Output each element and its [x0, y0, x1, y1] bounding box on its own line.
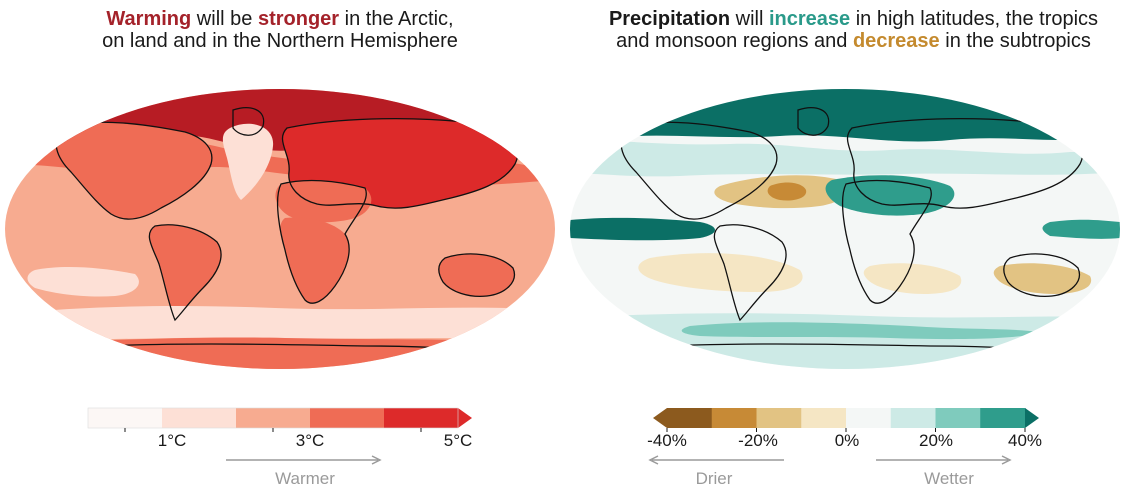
tick-label-3: 3°C — [296, 431, 325, 450]
colorbar-segment — [935, 408, 981, 428]
precipitation-colorbar-segments — [653, 408, 1039, 428]
colorbar-segment — [801, 408, 847, 428]
precipitation-title: Precipitation will increase in high lati… — [568, 8, 1139, 52]
drier-arrow-icon — [648, 455, 659, 465]
precipitation-emphasis: Precipitation — [608, 8, 731, 30]
tick-label-20: 20% — [919, 431, 953, 450]
precipitation-colorbar: -40% -20% 0% 20% 40% Drier Wetter — [647, 408, 1042, 488]
colorbar-segment — [667, 408, 713, 428]
warming-title: Warming will be stronger in the Arctic, … — [0, 8, 560, 52]
south-pacific-cool-region — [27, 267, 139, 297]
precipitation-map — [570, 88, 1120, 375]
warmer-label: Warmer — [275, 469, 335, 488]
australia-warming — [438, 253, 515, 297]
sahel-arabia-wetter — [825, 175, 955, 216]
tick-label-40: 40% — [1008, 431, 1042, 450]
atlantic-drying-core — [767, 182, 807, 201]
decrease-emphasis: decrease — [852, 30, 940, 52]
northern-midlatitude-wetter — [570, 138, 1120, 177]
equatorial-pacific-wetter — [570, 217, 715, 241]
warming-title-line2: on land and in the Northern Hemisphere — [102, 30, 458, 52]
colorbar-left-arrow-icon — [653, 408, 667, 428]
colorbar-arrow-icon — [458, 408, 472, 428]
north-atlantic-warming-hole — [222, 123, 274, 200]
title-text: will — [730, 8, 769, 30]
colorbar-segment — [310, 408, 384, 428]
equatorial-pacific-wetter-east — [1042, 219, 1120, 239]
warming-panel: Warming will be stronger in the Arctic, … — [0, 0, 560, 495]
title-text: in high latitudes, the tropics — [850, 8, 1099, 30]
tick-label-5: 5°C — [444, 431, 473, 450]
wetter-label: Wetter — [924, 469, 974, 488]
warmer-arrow-icon — [371, 455, 382, 465]
southern-ocean-wetter — [570, 313, 1120, 369]
australia-drier — [993, 263, 1092, 294]
title-text: will be — [191, 8, 258, 30]
title-text: and monsoon regions and — [616, 30, 853, 52]
tick-label-1: 1°C — [158, 431, 187, 450]
stronger-emphasis: stronger — [257, 8, 340, 30]
africa-warming — [280, 217, 350, 304]
wetter-arrow-icon — [1001, 455, 1012, 465]
colorbar-segment — [88, 408, 162, 428]
colorbar-segment — [384, 408, 458, 428]
southern-ocean-band — [5, 306, 555, 340]
south-africa-drier — [863, 263, 962, 294]
southern-ocean-strong-wetter — [681, 322, 1040, 340]
precipitation-panel: Precipitation will increase in high lati… — [568, 0, 1139, 495]
warming-emphasis: Warming — [106, 8, 192, 30]
colorbar-segment — [846, 408, 892, 428]
southern-subtropics-drier — [638, 253, 803, 292]
precipitation-tick-marks — [666, 428, 1026, 432]
warming-map — [5, 88, 555, 375]
precip-title-line2: and monsoon regions and decrease in the … — [568, 30, 1139, 52]
antarctica-warming — [5, 337, 555, 369]
northern-high-latitude-wetter — [570, 89, 1120, 142]
warming-title-line1: Warming will be stronger in the Arctic, — [0, 8, 560, 30]
colorbar-segment — [711, 408, 757, 428]
tick-label-minus40: -40% — [647, 431, 687, 450]
tick-label-minus20: -20% — [738, 431, 778, 450]
tick-label-0: 0% — [835, 431, 860, 450]
warming-colorbar: 1°C 3°C 5°C Warmer — [87, 407, 473, 488]
colorbar-segment — [756, 408, 802, 428]
precip-title-line1: Precipitation will increase in high lati… — [568, 8, 1139, 30]
colorbar-segment — [162, 408, 236, 428]
title-text: in the subtropics — [939, 30, 1091, 52]
increase-emphasis: increase — [768, 8, 851, 30]
drier-label: Drier — [696, 469, 733, 488]
temperature-colorbar-segments — [87, 407, 472, 429]
south-america-warming — [149, 224, 222, 320]
sahara-arabia-warming — [275, 180, 372, 223]
north-america-warming — [56, 122, 212, 220]
title-text: in the Arctic, — [339, 8, 454, 30]
temperature-tick-marks — [124, 428, 422, 432]
colorbar-right-arrow-icon — [1025, 408, 1039, 428]
colorbar-segment — [980, 408, 1026, 428]
colorbar-segment — [236, 408, 310, 428]
colorbar-segment — [890, 408, 936, 428]
